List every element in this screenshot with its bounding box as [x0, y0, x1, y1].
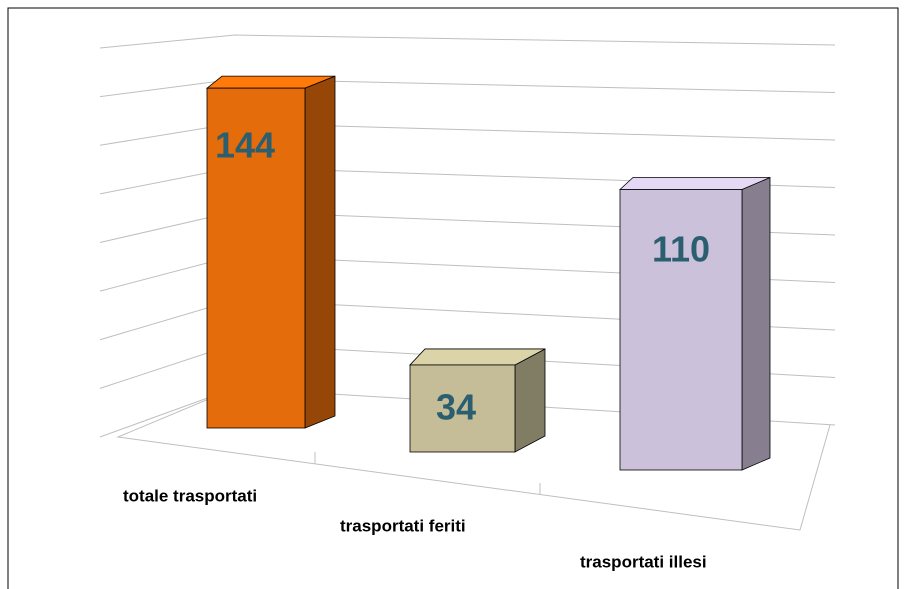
- data-label: 144: [215, 125, 275, 166]
- floor-edge: [116, 387, 831, 531]
- bar-side: [514, 348, 546, 453]
- grid-line: [99, 34, 836, 49]
- bar-side: [741, 176, 771, 471]
- bar: [409, 364, 516, 453]
- x-tick-label: trasportati feriti: [340, 516, 466, 535]
- x-tick-label: trasportati illesi: [580, 552, 707, 571]
- data-label: 110: [652, 229, 710, 270]
- bar-side: [304, 75, 336, 429]
- bar: [206, 87, 306, 429]
- x-tick-label: totale trasportati: [123, 486, 257, 505]
- data-label: 34: [436, 387, 476, 428]
- bar: [619, 189, 743, 471]
